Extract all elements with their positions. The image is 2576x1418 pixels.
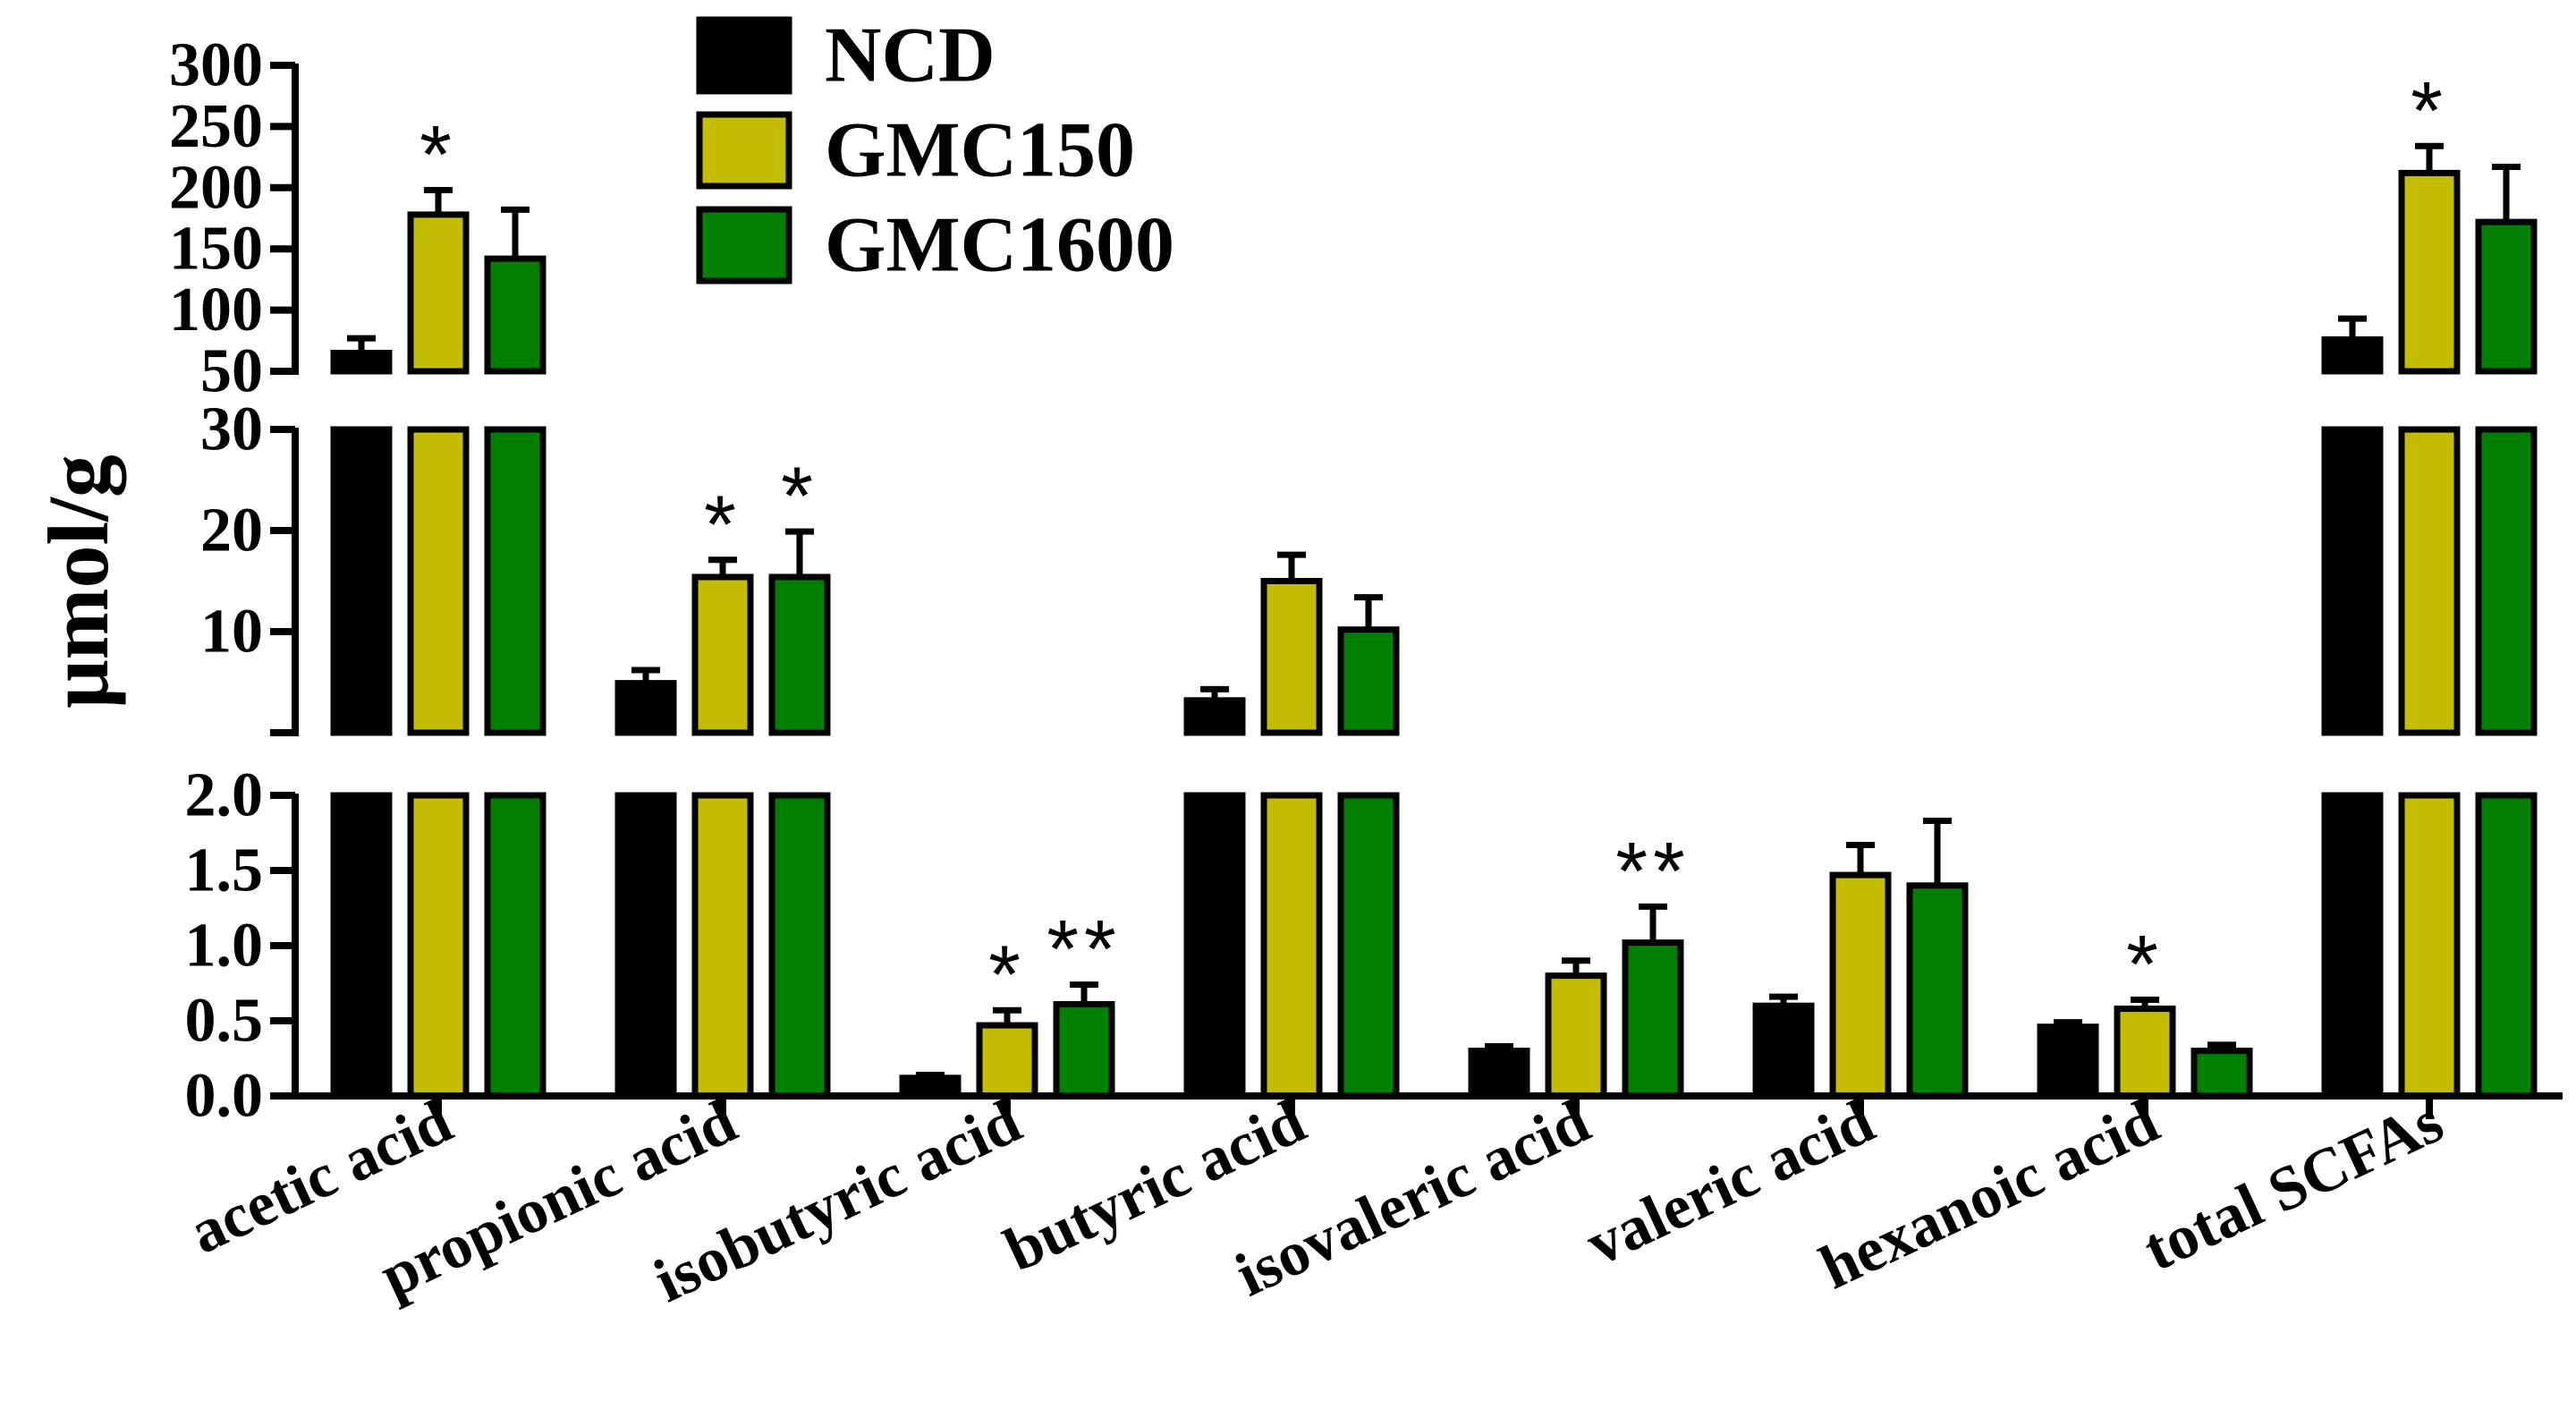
significance-marker: *: [2411, 65, 2448, 157]
bar-ncd-7: [2321, 792, 2384, 1100]
bar-gmc1600-7: [2475, 426, 2538, 736]
y-tick-label: 0.5: [185, 987, 264, 1056]
bar-ncd-7: [2321, 426, 2384, 736]
bar-gmc150-0: [407, 211, 470, 375]
legend-label-gmc150: GMC150: [825, 107, 1135, 194]
bar-ncd-3: [1183, 792, 1246, 1100]
bar-gmc150-7: [2398, 426, 2461, 736]
bar-gmc1600-1: [768, 792, 831, 1100]
significance-marker: **: [1046, 904, 1122, 996]
bar-ncd-0: [330, 349, 393, 375]
bar-gmc1600-0: [484, 426, 547, 736]
y-axis-title: μmol/g: [30, 454, 126, 709]
bar-gmc1600-0: [484, 255, 547, 375]
y-tick-label: 2.0: [185, 761, 264, 830]
bar-gmc1600-7: [2475, 792, 2538, 1100]
bar-gmc1600-2: [1053, 1001, 1115, 1100]
bar-ncd-0: [330, 426, 393, 736]
bar-gmc1600-5: [1906, 882, 1969, 1100]
bar-ncd-1: [614, 680, 677, 736]
bar-gmc150-2: [976, 1022, 1038, 1100]
bar-gmc150-5: [1829, 871, 1892, 1100]
y-tick-label: 1.5: [185, 836, 264, 905]
y-tick-label: 150: [169, 215, 263, 284]
bar-gmc1600-3: [1337, 792, 1400, 1100]
bar-gmc150-3: [1260, 578, 1323, 736]
y-tick-label: 100: [169, 276, 263, 344]
y-tick-label: 20: [200, 497, 263, 565]
bar-gmc150-0: [407, 792, 470, 1100]
bar-gmc150-1: [691, 792, 754, 1100]
legend-swatch-ncd: [696, 16, 792, 95]
x-category-label: total SCFAs: [2133, 1087, 2453, 1285]
bar-ncd-6: [2037, 1023, 2099, 1100]
bar-ncd-3: [1183, 697, 1246, 736]
bar-gmc1600-3: [1337, 626, 1400, 736]
bar-gmc1600-0: [484, 792, 547, 1100]
bar-gmc150-7: [2398, 169, 2461, 375]
bar-gmc150-0: [407, 426, 470, 736]
y-tick-label: 0.0: [185, 1062, 264, 1131]
bars-layer: ** ** ******: [330, 65, 2538, 1100]
y-tick-label: 1.0: [185, 912, 264, 981]
y-tick-label: 200: [169, 153, 263, 222]
bar-ncd-5: [1752, 1002, 1815, 1100]
bar-ncd-0: [330, 792, 393, 1100]
bar-gmc150-7: [2398, 792, 2461, 1100]
bar-gmc1600-1: [768, 573, 831, 736]
bar-gmc1600-4: [1622, 939, 1684, 1100]
significance-marker: *: [419, 110, 457, 201]
significance-marker: **: [1615, 826, 1690, 917]
significance-marker: *: [2126, 919, 2164, 1010]
significance-marker: *: [988, 930, 1026, 1021]
bar-gmc150-1: [691, 573, 754, 736]
legend-swatch-gmc1600: [696, 206, 792, 284]
bar-ncd-1: [614, 792, 677, 1100]
bar-gmc150-6: [2114, 1006, 2176, 1100]
y-tick-label: 10: [200, 598, 263, 667]
bar-gmc150-3: [1260, 792, 1323, 1100]
y-tick-label: 300: [169, 31, 263, 100]
y-tick-label: 50: [200, 337, 263, 406]
bar-gmc1600-7: [2475, 218, 2538, 375]
y-tick-label: 250: [169, 92, 263, 161]
bar-ncd-7: [2321, 335, 2384, 375]
legend-label-gmc1600: GMC1600: [825, 202, 1174, 289]
significance-marker: *: [704, 480, 741, 571]
significance-marker: *: [781, 451, 818, 542]
bar-ncd-4: [1468, 1048, 1530, 1100]
legend-label-ncd: NCD: [825, 13, 996, 99]
y-tick-label: 30: [200, 395, 263, 464]
legend-swatch-gmc150: [696, 111, 792, 190]
bar-gmc150-4: [1545, 972, 1607, 1100]
bar-gmc1600-6: [2190, 1048, 2253, 1100]
